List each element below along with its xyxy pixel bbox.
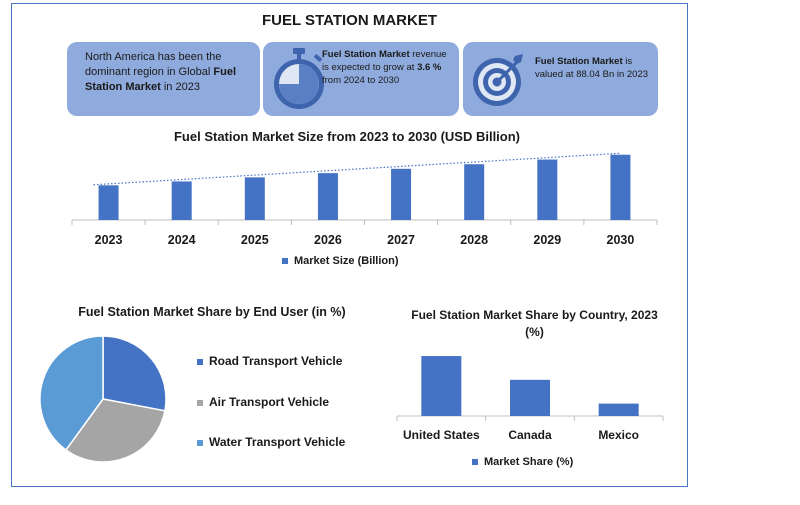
market-size-bar — [171, 181, 192, 220]
x-tick-label: Mexico — [598, 428, 639, 442]
market-size-bar — [317, 173, 338, 220]
legend-swatch — [472, 459, 478, 466]
legend-label: Road Transport Vehicle — [209, 354, 343, 368]
card-text-part: is valued at 88.04 Bn in 2023 — [535, 56, 649, 80]
end-user-pie-chart — [39, 336, 167, 463]
infographic-frame: FUEL STATION MARKET North America has be… — [11, 3, 688, 487]
x-tick-label: Canada — [508, 428, 552, 442]
stopwatch-icon — [274, 48, 324, 109]
pie-legend-road: Road Transport Vehicle — [197, 354, 342, 368]
card-growth-text: Fuel Station Market revenue is expected … — [322, 48, 452, 87]
legend-swatch — [197, 399, 203, 406]
country-bar — [598, 403, 639, 416]
card-text-part: Fuel Station Market — [535, 56, 623, 67]
legend-label: Air Transport Vehicle — [209, 395, 330, 409]
card-text-part: revenue is expected to grow at — [322, 49, 447, 73]
card-text-part: from 2024 to 2030 — [322, 75, 400, 86]
target-icon — [473, 54, 523, 106]
card-text-part: North America has been the dominant regi… — [85, 51, 222, 78]
x-tick-label: 2025 — [241, 233, 269, 247]
card-text-part: Fuel Station Market — [322, 49, 410, 60]
legend-label: Water Transport Vehicle — [209, 435, 346, 449]
market-size-bar-chart: 2023 2024 2025 2026 2027 2028 2029 2030 — [71, 152, 658, 247]
legend-label: Market Size (Billion) — [294, 255, 399, 267]
info-card-region: North America has been the dominant regi… — [67, 42, 260, 116]
country-bar-chart: United States Canada Mexico — [396, 356, 664, 442]
pie-slice — [64, 398, 166, 463]
market-size-bar — [610, 154, 631, 220]
x-tick-label: 2026 — [314, 233, 342, 247]
legend-swatch — [197, 358, 203, 365]
pie-legend-water: Water Transport Vehicle — [197, 435, 345, 449]
end-user-chart-title: Fuel Station Market Share by End User (i… — [78, 305, 346, 319]
info-card-growth: Fuel Station Market revenue is expected … — [263, 42, 459, 116]
card-text-part: in 2023 — [160, 81, 200, 93]
card-value-text: Fuel Station Market is valued at 88.04 B… — [535, 55, 653, 81]
market-size-bar — [537, 159, 558, 220]
card-region-text: North America has been the dominant regi… — [85, 50, 250, 95]
market-size-bar — [464, 164, 485, 220]
market-size-legend: Market Size (Billion) — [282, 255, 399, 267]
market-size-chart-title: Fuel Station Market Size from 2023 to 20… — [173, 129, 521, 144]
country-bar — [510, 379, 550, 416]
x-tick-label: 2029 — [533, 233, 561, 247]
x-tick-label: 2030 — [607, 233, 635, 247]
info-card-value: Fuel Station Market is valued at 88.04 B… — [463, 42, 658, 116]
x-tick-label: 2023 — [95, 233, 123, 247]
trend-line — [93, 152, 621, 186]
market-size-bar — [391, 168, 412, 220]
page-title: FUEL STATION MARKET — [262, 12, 437, 29]
x-tick-label: 2024 — [168, 233, 196, 247]
legend-swatch — [197, 439, 203, 446]
market-size-bar — [98, 185, 119, 220]
legend-label: Market Share (%) — [484, 456, 574, 468]
country-bar — [421, 356, 462, 416]
card-text-part: 3.6 % — [417, 62, 442, 73]
market-size-bar — [244, 177, 265, 220]
country-legend: Market Share (%) — [472, 456, 573, 468]
pie-slice — [39, 336, 104, 452]
pie-slice — [102, 336, 167, 412]
x-tick-label: United States — [403, 428, 480, 442]
x-tick-label: 2027 — [387, 233, 415, 247]
card-text-part: Fuel Station Market — [85, 66, 237, 93]
legend-swatch — [282, 258, 288, 265]
x-tick-label: 2028 — [460, 233, 488, 247]
country-chart-title: Fuel Station Market Share by Country, 20… — [411, 308, 658, 339]
pie-legend-air: Air Transport Vehicle — [197, 395, 329, 409]
